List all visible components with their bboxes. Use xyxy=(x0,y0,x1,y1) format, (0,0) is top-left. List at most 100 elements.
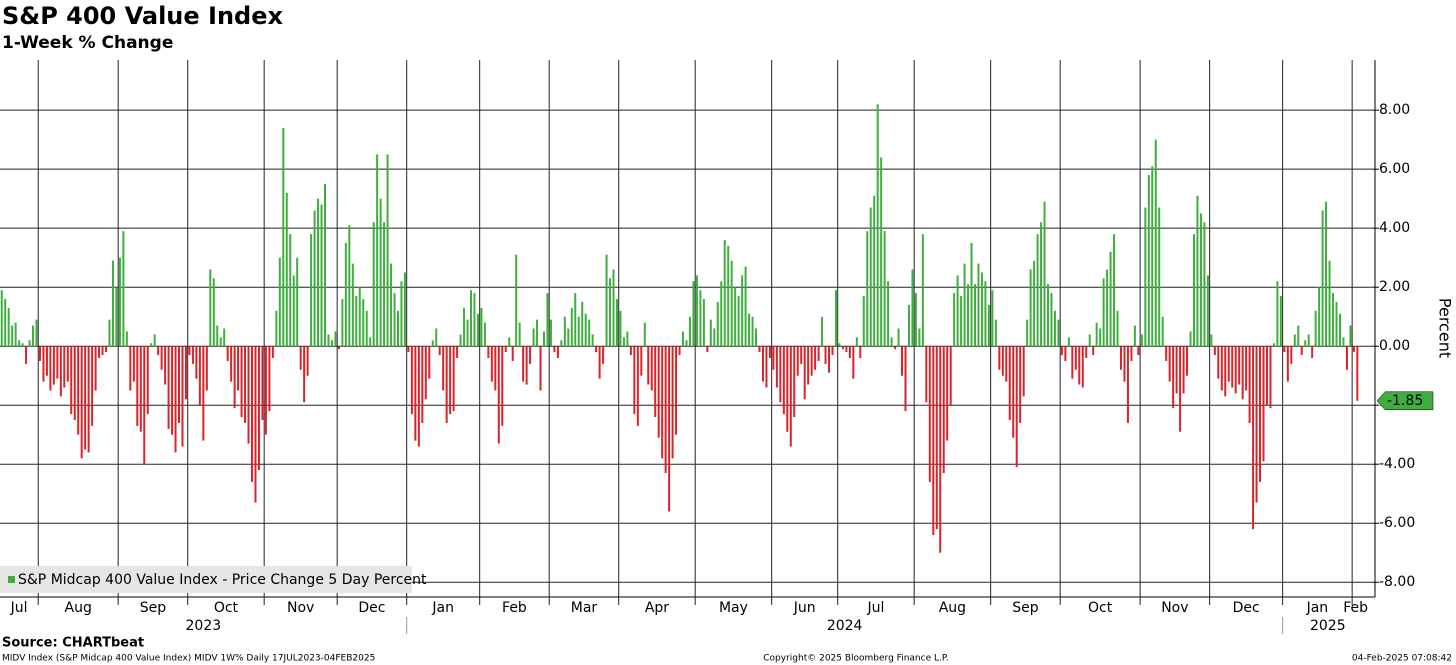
bar xyxy=(1245,346,1248,391)
bar xyxy=(344,242,347,347)
bar xyxy=(1335,301,1338,347)
bar xyxy=(883,231,886,347)
bar xyxy=(324,183,327,347)
x-tick-label: Nov xyxy=(1161,600,1188,616)
bar xyxy=(807,346,810,385)
bar xyxy=(515,254,518,347)
bar xyxy=(386,154,389,347)
bar xyxy=(84,346,87,450)
bar xyxy=(998,346,1001,370)
bar xyxy=(1133,325,1136,347)
bar xyxy=(1060,346,1063,356)
bar xyxy=(928,346,931,482)
bar xyxy=(317,198,320,347)
bar xyxy=(866,231,869,347)
bar xyxy=(403,272,406,347)
bar xyxy=(595,346,598,353)
bar xyxy=(1300,346,1303,356)
bar xyxy=(94,346,97,391)
bar xyxy=(376,154,379,347)
bar xyxy=(275,310,278,347)
bar xyxy=(1345,346,1348,370)
bar xyxy=(313,210,316,347)
bar xyxy=(1231,346,1234,388)
bar xyxy=(181,346,184,447)
footer-right: 04-Feb-2025 07:08:42 xyxy=(1352,654,1452,664)
bar xyxy=(400,281,403,347)
bar xyxy=(522,346,525,382)
bar xyxy=(977,263,980,347)
bar xyxy=(428,346,431,379)
bar xyxy=(1293,334,1296,347)
bar xyxy=(1081,346,1084,388)
bar xyxy=(21,343,24,347)
bar xyxy=(49,346,52,391)
bar xyxy=(442,346,445,391)
bar xyxy=(1161,316,1164,347)
bar xyxy=(563,316,566,347)
bar xyxy=(987,304,990,347)
bar xyxy=(1005,346,1008,382)
bar xyxy=(1265,346,1268,406)
bar xyxy=(271,346,274,359)
bar xyxy=(4,298,7,347)
y-tick-label: 0.00 xyxy=(1379,338,1410,354)
bar xyxy=(473,293,476,347)
bar xyxy=(445,346,448,423)
bar xyxy=(303,346,306,403)
bar xyxy=(1283,346,1286,353)
bar xyxy=(775,346,778,388)
bar xyxy=(598,346,601,379)
bar xyxy=(1241,346,1244,400)
bar xyxy=(619,310,622,347)
bar xyxy=(1259,346,1262,482)
bar xyxy=(115,287,118,347)
bar xyxy=(1165,346,1168,361)
bar xyxy=(556,346,559,359)
bar xyxy=(251,346,254,482)
bar xyxy=(615,298,618,347)
bar xyxy=(1064,346,1067,361)
bar xyxy=(581,301,584,347)
bar xyxy=(362,298,365,347)
bar xyxy=(355,296,358,347)
bar xyxy=(702,298,705,347)
bar xyxy=(786,346,789,432)
bar xyxy=(727,245,730,347)
bar xyxy=(567,328,570,347)
bar xyxy=(365,310,368,347)
bar xyxy=(542,331,545,347)
bar xyxy=(803,346,806,400)
bar xyxy=(706,346,709,353)
bar xyxy=(1352,346,1355,353)
x-tick-label: Oct xyxy=(214,600,239,616)
bar xyxy=(647,346,650,385)
bar xyxy=(240,346,243,418)
bar xyxy=(723,239,726,347)
bar xyxy=(887,281,890,347)
x-tick-label: Sep xyxy=(140,600,167,616)
bar xyxy=(1186,346,1189,376)
bar xyxy=(459,334,462,347)
bar xyxy=(591,334,594,347)
bar xyxy=(713,328,716,347)
bar xyxy=(1182,346,1185,394)
bar xyxy=(341,298,344,347)
bar xyxy=(327,334,330,347)
bar xyxy=(463,307,466,347)
x-tick-label: Jun xyxy=(793,600,816,616)
bar xyxy=(609,278,612,347)
legend-label: S&P Midcap 400 Value Index - Price Chang… xyxy=(18,572,427,588)
bar xyxy=(178,346,181,423)
bar xyxy=(629,346,632,356)
bar xyxy=(421,346,424,423)
bar xyxy=(1029,269,1032,347)
bar xyxy=(1067,337,1070,347)
bar xyxy=(549,319,552,347)
bar xyxy=(890,337,893,347)
bar xyxy=(452,346,455,412)
x-tick-label: Jan xyxy=(431,600,454,616)
bar xyxy=(834,290,837,347)
bar xyxy=(14,322,17,347)
